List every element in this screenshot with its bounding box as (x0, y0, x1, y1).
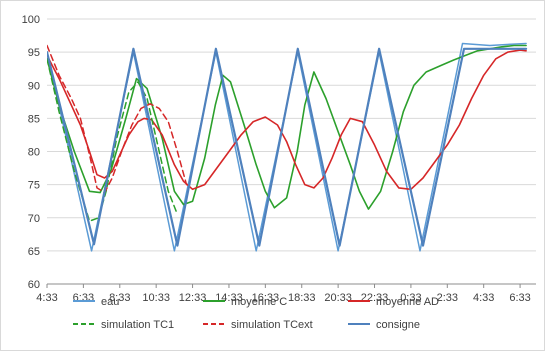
legend-label: consigne (376, 319, 420, 331)
x-tick-label: 18:33 (288, 292, 316, 304)
axes: 60 65 70 75 80 85 90 95 100 4:33 6:33 8:33 10:33 12:3… (22, 14, 531, 304)
series-line (47, 58, 179, 222)
legend-item: consigne (348, 319, 420, 331)
legend-item: simulation TC1 (73, 319, 174, 331)
series-line (47, 44, 188, 194)
y-tick-label: 60 (28, 279, 40, 291)
y-tick-label: 80 (28, 147, 40, 159)
series-simulation-tcext (47, 44, 188, 194)
y-tick-label: 85 (28, 113, 40, 125)
x-tick-label: 2:33 (437, 292, 458, 304)
y-tick-label: 90 (28, 80, 40, 92)
legend-item: eau (73, 296, 119, 308)
x-tick-label: 4:33 (473, 292, 494, 304)
series-moyenne-ad (47, 49, 527, 191)
y-tick-label: 95 (28, 47, 40, 59)
series-line (47, 49, 527, 191)
legend-label: eau (101, 296, 119, 308)
x-tick-label: 16:33 (252, 292, 280, 304)
legend-item: simulation TCext (203, 319, 313, 331)
x-tick-label: 0:33 (400, 292, 421, 304)
y-tick-label: 100 (22, 14, 40, 26)
legend-item: moyenne AD (348, 296, 439, 308)
series-simulation-tc1 (47, 58, 179, 222)
legend-item: moyenne C (203, 296, 287, 308)
x-tick-label: 8:33 (109, 292, 130, 304)
y-tick-label: 70 (28, 213, 40, 225)
legend-label: moyenne C (231, 296, 287, 308)
x-tick-label: 6:33 (73, 292, 94, 304)
x-tick-label: 12:33 (179, 292, 207, 304)
gridlines (47, 18, 536, 285)
series-line (47, 47, 528, 247)
series-consigne (47, 47, 528, 247)
series-eau (47, 42, 527, 252)
series-moyenne-c (47, 44, 527, 210)
legend-label: moyenne AD (376, 296, 439, 308)
x-tick-label: 10:33 (142, 292, 170, 304)
x-tick-label: 4:33 (36, 292, 57, 304)
legend: eau moyenne C moyenne AD simulation TC1 simu… (73, 296, 439, 331)
legend-label: simulation TC1 (101, 319, 174, 331)
y-tick-label: 75 (28, 180, 40, 192)
series-line (47, 42, 527, 252)
y-tick-label: 65 (28, 246, 40, 258)
x-tick-label: 6:33 (509, 292, 530, 304)
legend-label: simulation TCext (231, 319, 313, 331)
x-tick-label: 20:33 (324, 292, 352, 304)
series-line (47, 44, 527, 210)
series-group (47, 42, 528, 252)
